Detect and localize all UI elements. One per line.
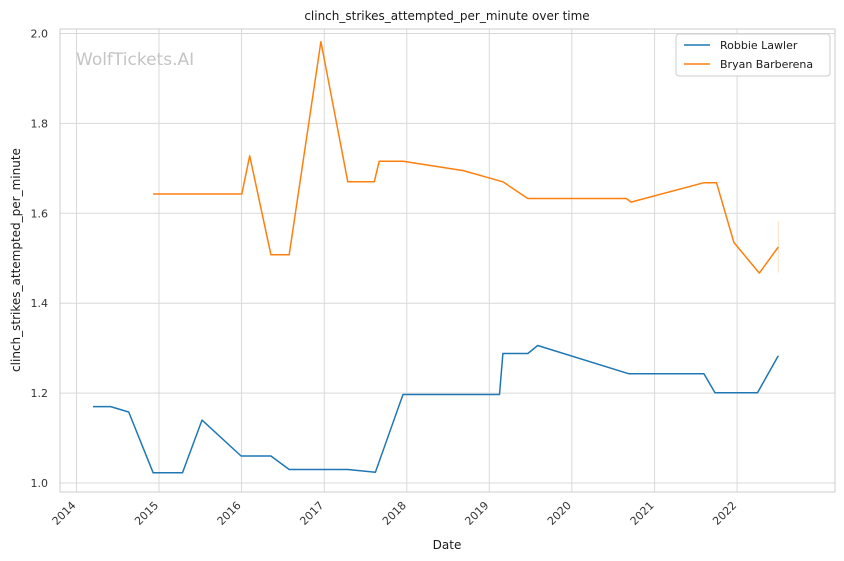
x-tick-label: 2014 [50,499,79,528]
watermark: WolfTickets.AI [76,50,194,70]
x-tick-label: 2020 [545,499,574,528]
legend-label-robbie-lawler: Robbie Lawler [720,39,798,52]
x-tick-label: 2019 [462,499,491,528]
x-tick-label: 2015 [132,499,161,528]
x-axis-label: Date [433,538,462,552]
x-tick-label: 2022 [710,499,739,528]
x-tick-label: 2017 [297,499,326,528]
legend-label-bryan-barberena: Bryan Barberena [720,58,813,71]
y-tick-label: 1.8 [31,117,49,130]
chart-title: clinch_strikes_attempted_per_minute over… [304,9,589,23]
y-tick-label: 1.2 [31,387,49,400]
series-line-bryan-barberena [153,40,779,274]
y-tick-label: 1.0 [31,477,49,490]
legend: Robbie Lawler Bryan Barberena [675,33,831,77]
y-axis-label: clinch_strikes_attempted_per_minute [9,148,23,372]
y-tick-label: 2.0 [31,27,49,40]
series-layer [93,40,779,474]
y-tick-labels: 1.0 1.2 1.4 1.6 1.8 2.0 [31,27,49,490]
grid-lines [60,29,835,492]
x-tick-label: 2016 [215,499,244,528]
series-line-robbie-lawler [93,344,779,474]
y-tick-label: 1.4 [31,297,49,310]
x-tick-label: 2021 [628,499,657,528]
x-tick-labels: 2014 2015 2016 2017 2018 2019 2020 2021 2022 [50,499,740,528]
x-tick-label: 2018 [380,499,409,528]
plot-frame [59,28,836,493]
legend-box [675,33,831,77]
y-tick-label: 1.6 [31,207,49,220]
